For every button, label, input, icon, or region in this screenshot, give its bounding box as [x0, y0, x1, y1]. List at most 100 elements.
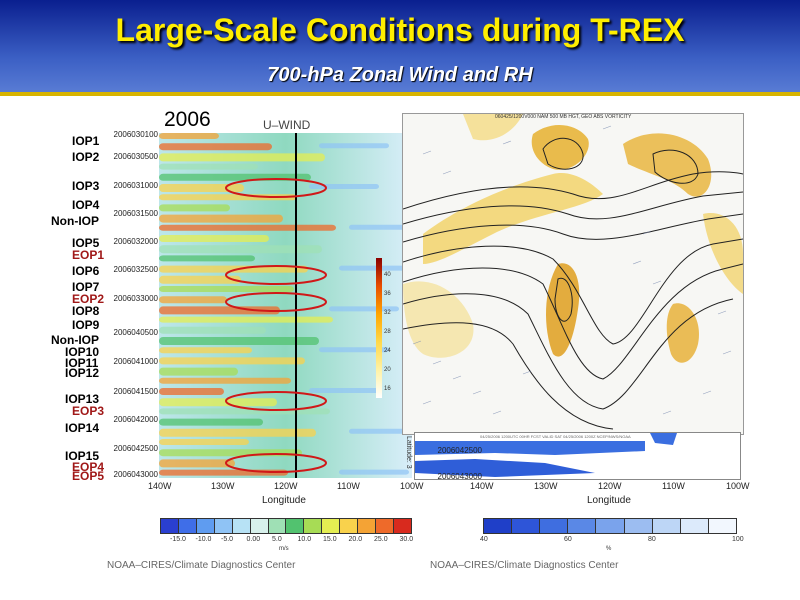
- slide-title: Large-Scale Conditions during T-REX: [115, 12, 685, 48]
- highlight-ellipse: [225, 292, 327, 312]
- rh-band-3: [650, 433, 677, 445]
- source-left: NOAA–CIRES/Climate Diagnostics Center: [107, 560, 296, 571]
- vorticity-shading: [403, 114, 743, 363]
- iop-label: EOP3: [72, 404, 105, 418]
- slide-header: Large-Scale Conditions during T-REX 700-…: [0, 0, 800, 96]
- side-colorbar-tick: 24: [384, 348, 391, 354]
- wind-colorbar-tick: 0.00: [246, 536, 261, 543]
- iop-label: IOP4: [72, 198, 100, 212]
- hovmoller-svg: [159, 133, 412, 478]
- side-colorbar: [376, 258, 382, 398]
- side-colorbar-tick: 36: [384, 291, 391, 297]
- rh-side-label: Latitude: 3: [405, 436, 412, 469]
- left-lon-tick: 130W: [211, 481, 235, 491]
- source-right: NOAA–CIRES/Climate Diagnostics Center: [430, 560, 619, 571]
- rh-colorbar: [483, 518, 737, 534]
- iop-label: IOP6: [72, 264, 100, 278]
- side-colorbar-tick: 32: [384, 310, 391, 316]
- highlight-ellipses: [225, 178, 327, 473]
- wind-band: [159, 367, 238, 376]
- left-lon-tick: 100W: [400, 481, 424, 491]
- hovmoller-title: U–WIND: [263, 118, 311, 132]
- wind-band: [159, 245, 322, 254]
- date-tick: 2006030100: [113, 130, 159, 139]
- iop-label: EOP2: [72, 292, 105, 306]
- wind-band: [159, 286, 294, 292]
- side-colorbar-tick: 20: [384, 367, 391, 373]
- wind-band: [159, 224, 336, 231]
- side-colorbar-tick: 28: [384, 329, 391, 335]
- date-tick: 2006031000: [113, 181, 159, 190]
- wind-colorbar-tick: 10.0: [297, 536, 312, 543]
- highlight-ellipse: [225, 178, 327, 198]
- iop-label: IOP1: [72, 134, 100, 148]
- wind-band: [159, 398, 277, 407]
- wind-colorbar-tick: -10.0: [195, 536, 212, 543]
- iop-label: Non-IOP: [51, 214, 99, 228]
- rh-date-2: 2006043000: [437, 472, 483, 481]
- right-xlabel: Longitude: [587, 495, 631, 506]
- rh-date-1: 2006042500: [437, 446, 483, 455]
- iop-label: IOP5: [72, 236, 100, 250]
- iop-label: IOP7: [72, 280, 100, 294]
- right-lon-tick: 140W: [470, 481, 494, 491]
- highlight-ellipse: [225, 265, 327, 285]
- iop-label: IOP2: [72, 150, 100, 164]
- wind-band: [159, 459, 235, 468]
- wind-band: [159, 235, 269, 242]
- wind-band: [159, 316, 333, 323]
- iop-label: IOP12: [65, 366, 100, 380]
- date-tick: 2006041000: [113, 357, 159, 366]
- wind-band-light: [309, 388, 379, 393]
- right-lon-tick: 120W: [598, 481, 622, 491]
- rh-hovmoller-plot: [414, 432, 741, 480]
- wind-band-light: [319, 347, 389, 353]
- wind-band: [159, 326, 266, 334]
- wind-band: [159, 439, 249, 445]
- left-lon-tick: 140W: [148, 481, 172, 491]
- wind-band: [159, 357, 305, 365]
- date-tick: 2006030500: [113, 152, 159, 161]
- date-tick: 2006042000: [113, 415, 159, 424]
- rh-band-1: [415, 441, 645, 455]
- wind-band: [159, 255, 255, 262]
- date-tick: 2006033000: [113, 294, 159, 303]
- side-colorbar-tick: 16: [384, 386, 391, 392]
- iop-label: Non-IOP: [51, 333, 99, 347]
- hovmoller-plot: [159, 133, 412, 478]
- iop-label: EOP5: [72, 469, 105, 483]
- wind-barbs: [412, 125, 732, 415]
- map-header: 060425/1200V000 NAM 500 MB HGT, GEO ABS …: [495, 114, 632, 120]
- date-tick: 2006042500: [113, 444, 159, 453]
- iop-label: EOP1: [72, 248, 105, 262]
- wind-band-light: [309, 184, 379, 189]
- highlight-ellipse: [225, 453, 327, 473]
- iop-label: IOP11: [65, 356, 99, 370]
- wind-band: [159, 296, 227, 304]
- wind-colorbar: [160, 518, 412, 534]
- date-tick: 2006032500: [113, 265, 159, 274]
- wind-band: [159, 418, 263, 426]
- wind-band-light: [339, 265, 409, 271]
- right-lon-tick: 130W: [534, 481, 558, 491]
- rh-colorbar-tick: 100: [732, 536, 744, 543]
- right-lon-tick: 100W: [726, 481, 750, 491]
- wind-band: [159, 377, 291, 384]
- date-tick: 2006031500: [113, 209, 159, 218]
- wind-colorbar-tick: 5.0: [272, 536, 282, 543]
- wind-band: [159, 143, 272, 151]
- wind-unit: m/s: [279, 546, 289, 552]
- wind-band: [159, 265, 308, 273]
- wind-band: [159, 153, 325, 162]
- left-lon-tick: 120W: [274, 481, 298, 491]
- iop-label: EOP4: [72, 460, 105, 474]
- iop-label: IOP13: [65, 392, 100, 406]
- wind-colorbar-tick: 20.0: [348, 536, 363, 543]
- wind-band: [159, 133, 219, 139]
- wind-band: [159, 184, 244, 192]
- iop-label: IOP10: [65, 345, 100, 359]
- date-tick: 2006041500: [113, 387, 159, 396]
- wind-colorbar-tick: 30.0: [399, 536, 414, 543]
- right-lon-tick: 110W: [662, 481, 685, 491]
- rh-colorbar-tick: 40: [480, 536, 488, 543]
